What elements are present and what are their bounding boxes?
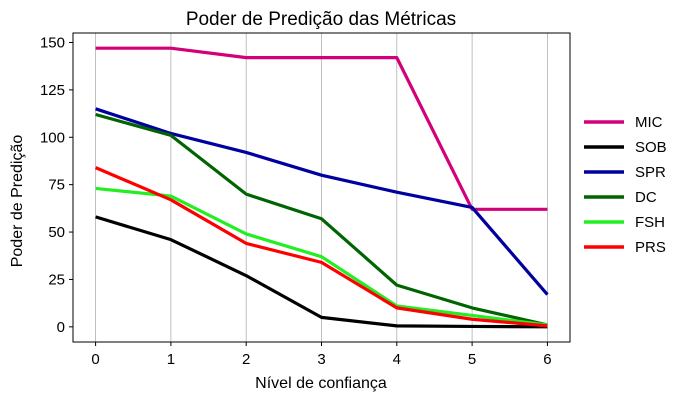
x-axis: 0 1 2 3 4 5 6 xyxy=(91,342,552,368)
y-axis-title: Poder de Predição xyxy=(9,135,26,268)
series-line-prs xyxy=(94,166,548,328)
x-tick-label: 6 xyxy=(543,351,551,368)
y-tick-label: 125 xyxy=(40,82,65,99)
legend-label-dc: DC xyxy=(635,189,657,206)
legend-label-fsh: FSH xyxy=(635,214,665,231)
x-tick-label: 2 xyxy=(242,351,250,368)
series-line-sob xyxy=(95,215,548,329)
x-tick-label: 0 xyxy=(91,351,99,368)
y-tick-label: 25 xyxy=(48,271,65,288)
x-tick-label: 5 xyxy=(468,351,476,368)
series-line-dc xyxy=(95,112,548,327)
y-tick-label: 100 xyxy=(40,129,65,146)
legend-label-spr: SPR xyxy=(635,164,666,181)
x-tick-label: 4 xyxy=(393,351,401,368)
y-tick-label: 50 xyxy=(48,224,65,241)
y-axis: 0 25 50 75 100 125 150 xyxy=(40,34,73,336)
x-tick-label: 3 xyxy=(317,351,325,368)
legend-label-sob: SOB xyxy=(635,139,667,156)
series-line-spr xyxy=(95,107,549,296)
legend: MIC SOB SPR DC FSH PRS xyxy=(584,114,667,256)
y-tick-label: 150 xyxy=(40,34,65,51)
series-line-fsh xyxy=(95,186,548,327)
y-tick-label: 0 xyxy=(57,319,65,336)
legend-label-mic: MIC xyxy=(635,114,663,131)
legend-label-prs: PRS xyxy=(635,239,666,256)
grid-lines xyxy=(95,33,548,342)
y-tick-label: 75 xyxy=(48,177,65,194)
x-axis-title: Nível de confiança xyxy=(255,375,387,392)
chart-title: Poder de Predição das Métricas xyxy=(186,9,456,30)
series-lines xyxy=(94,46,549,329)
x-tick-label: 1 xyxy=(167,351,175,368)
